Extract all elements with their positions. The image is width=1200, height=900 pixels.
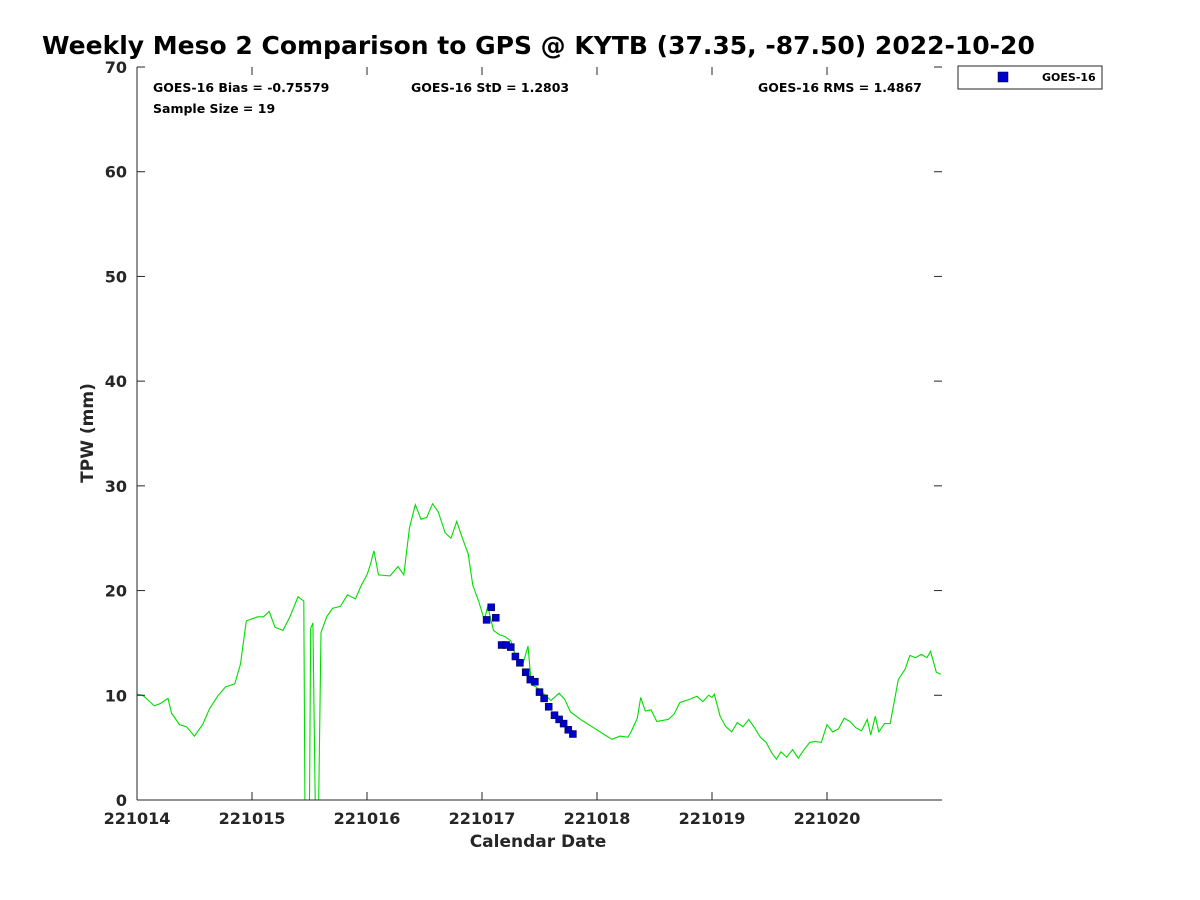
goes16-point (516, 659, 524, 667)
x-tick-label: 221017 (449, 809, 516, 828)
goes16-point (535, 688, 544, 696)
chart-title: Weekly Meso 2 Comparison to GPS @ KYTB (… (42, 31, 1035, 60)
goes16-point (544, 703, 553, 711)
plot-area (137, 67, 942, 800)
y-tick-label: 0 (116, 791, 127, 810)
y-tick-label: 10 (105, 686, 127, 705)
goes16-point (540, 694, 548, 703)
goes16-point (507, 643, 515, 651)
x-tick-label: 221018 (564, 809, 631, 828)
x-axis-label: Calendar Date (470, 832, 607, 852)
y-tick-label: 60 (105, 163, 127, 182)
goes16-point (564, 726, 573, 734)
goes16-point (555, 715, 563, 724)
goes16-point (492, 614, 500, 622)
stat-rms: GOES-16 RMS = 1.4867 (758, 80, 922, 95)
goes16-point (550, 711, 559, 719)
legend: GOES-16 (957, 65, 1103, 90)
y-tick-label: 30 (105, 477, 127, 496)
y-tick-label: 20 (105, 582, 127, 601)
x-tick-label: 221016 (334, 809, 401, 828)
y-axis-label: TPW (mm) (78, 383, 98, 483)
x-tick-label: 221020 (794, 809, 861, 828)
y-tick-label: 50 (105, 267, 127, 286)
goes16-point (511, 652, 520, 661)
x-tick-label: 221014 (104, 809, 171, 828)
goes16-point (482, 616, 491, 624)
x-tick-label: 221019 (679, 809, 746, 828)
goes16-point (569, 730, 577, 738)
goes16-point (559, 719, 568, 728)
plot-series-group (136, 502, 942, 801)
y-tick-label: 70 (105, 58, 127, 77)
goes16-point (521, 668, 530, 676)
y-tick-label: 40 (105, 372, 127, 391)
legend-box (957, 65, 1103, 90)
x-tick-label: 221015 (219, 809, 286, 828)
x-ticks: 221014 221015 221016 221017 221018 221019 2210… (104, 67, 861, 828)
legend-label-goes16: GOES-16 (1042, 71, 1096, 84)
legend-marker-goes16 (997, 71, 1009, 83)
goes16-point (531, 677, 539, 686)
stat-bias: GOES-16 Bias = -0.75579 (153, 80, 329, 95)
goes16-point (487, 603, 495, 612)
y-ticks: 0 10 20 30 40 50 60 70 (105, 58, 942, 810)
gps-tpw-line (136, 502, 942, 801)
stat-std: GOES-16 StD = 1.2803 (411, 80, 569, 95)
stat-sample-size: Sample Size = 19 (153, 101, 275, 116)
